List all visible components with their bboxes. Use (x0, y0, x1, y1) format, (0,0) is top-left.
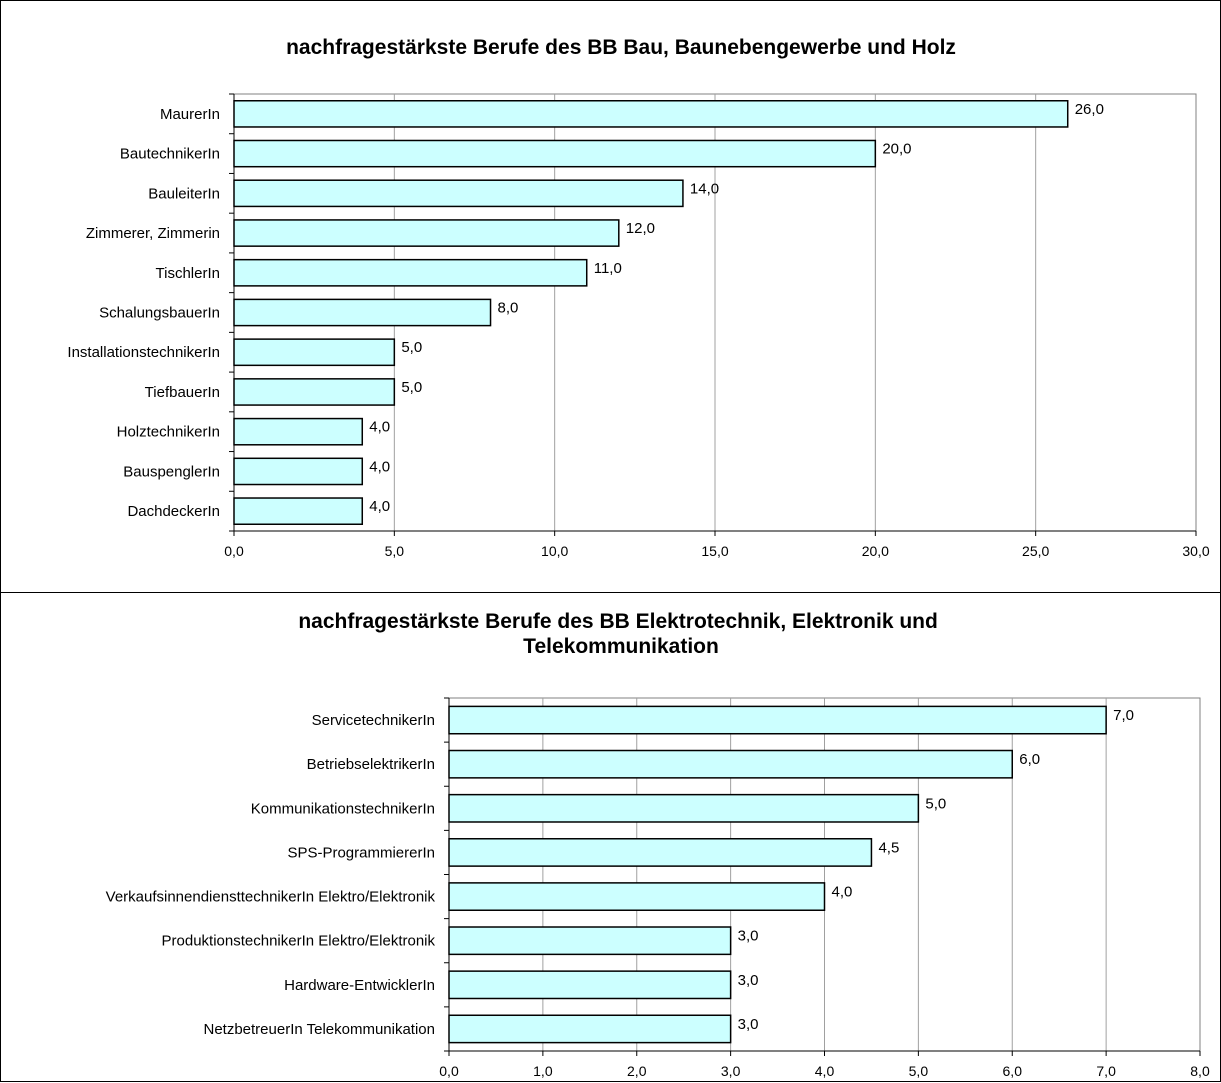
data-label: 5,0 (401, 379, 422, 396)
data-label: 3,0 (738, 928, 759, 945)
data-label: 3,0 (738, 972, 759, 989)
bar (233, 179, 684, 208)
category-label: BauleiterIn (148, 185, 220, 202)
x-tick-label: 3,0 (721, 1063, 741, 1079)
category-label: ServicetechnikerIn (312, 712, 435, 729)
category-label: Hardware-EntwicklerIn (284, 977, 435, 994)
data-label: 26,0 (1075, 101, 1104, 118)
category-label: HolztechnikerIn (117, 424, 220, 441)
chart-title-elektro: nachfragestärkste Berufe des BB Elektrot… (298, 610, 943, 658)
x-tick-label: 6,0 (1003, 1063, 1023, 1079)
bar (448, 705, 1107, 735)
bar (233, 219, 620, 247)
x-tick-label: 15,0 (701, 543, 728, 559)
x-tick-label: 1,0 (533, 1063, 553, 1079)
category-label: NetzbetreuerIn Telekommunikation (203, 1021, 435, 1038)
category-label: BauspenglerIn (123, 463, 220, 480)
data-label: 7,0 (1113, 707, 1134, 724)
bar (448, 970, 732, 1000)
data-label: 20,0 (882, 141, 911, 158)
bar (233, 497, 364, 525)
data-label: 4,5 (878, 839, 899, 856)
data-label: 4,0 (369, 458, 390, 475)
x-tick-label: 4,0 (815, 1063, 835, 1079)
category-label: MaurerIn (160, 106, 220, 123)
category-label: SchalungsbauerIn (99, 305, 220, 322)
data-label: 5,0 (925, 795, 946, 812)
bar (233, 100, 1069, 128)
data-label: 5,0 (401, 339, 422, 356)
x-tick-label: 8,0 (1190, 1063, 1210, 1079)
category-label: InstallationstechnikerIn (67, 344, 220, 361)
category-label: KommunikationstechnikerIn (251, 800, 435, 817)
chart-panel-elektro: nachfragestärkste Berufe des BB Elektrot… (0, 592, 1221, 1082)
data-label: 11,0 (594, 260, 622, 277)
category-label: DachdeckerIn (127, 503, 220, 520)
bar (233, 258, 588, 287)
x-tick-label: 20,0 (862, 543, 889, 559)
chart-elektro-svg: nachfragestärkste Berufe des BB Elektrot… (106, 610, 1210, 1079)
chart-title-elektro-line2: Telekommunikation (523, 635, 719, 658)
chart-bau-svg: nachfragestärkste Berufe des BB Bau, Bau… (67, 36, 1209, 559)
x-tick-label: 0,0 (224, 543, 244, 559)
bar (233, 417, 364, 446)
bar (233, 298, 492, 327)
category-label: BetriebselektrikerIn (307, 756, 435, 773)
data-label: 14,0 (690, 180, 719, 197)
category-label: Zimmerer, Zimmerin (86, 225, 220, 242)
category-label: VerkaufsinnendiensttechnikerIn Elektro/E… (106, 889, 436, 906)
x-tick-label: 10,0 (541, 543, 568, 559)
data-label: 3,0 (738, 1016, 759, 1033)
data-label: 4,0 (832, 884, 853, 901)
category-label: BautechnikerIn (120, 146, 220, 163)
bar (233, 338, 396, 367)
chart-title-elektro-line1: nachfragestärkste Berufe des BB Elektrot… (298, 610, 938, 633)
data-label: 8,0 (498, 300, 519, 317)
chart-panel-bau: nachfragestärkste Berufe des BB Bau, Bau… (0, 0, 1221, 593)
bar (448, 838, 873, 867)
x-tick-label: 0,0 (439, 1063, 459, 1079)
x-tick-label: 7,0 (1096, 1063, 1116, 1079)
x-tick-label: 25,0 (1022, 543, 1049, 559)
category-label: SPS-ProgrammiererIn (287, 844, 435, 861)
x-tick-label: 5,0 (909, 1063, 929, 1079)
x-tick-label: 5,0 (385, 543, 405, 559)
data-label: 4,0 (369, 419, 390, 436)
data-label: 6,0 (1019, 751, 1040, 768)
data-label: 12,0 (626, 220, 655, 237)
bar (448, 749, 1013, 779)
bar (233, 457, 364, 486)
bar (233, 139, 877, 168)
category-label: TischlerIn (156, 265, 220, 282)
category-label: ProduktionstechnikerIn Elektro/Elektroni… (162, 933, 436, 950)
bar (448, 1014, 732, 1044)
bar (448, 793, 920, 823)
x-tick-label: 30,0 (1182, 543, 1209, 559)
x-tick-label: 2,0 (627, 1063, 647, 1079)
data-label: 4,0 (369, 498, 390, 515)
category-label: TiefbauerIn (145, 384, 220, 401)
bar (448, 882, 826, 911)
bar (448, 926, 732, 956)
bar (233, 378, 396, 406)
chart-title-bau: nachfragestärkste Berufe des BB Bau, Bau… (286, 36, 956, 59)
